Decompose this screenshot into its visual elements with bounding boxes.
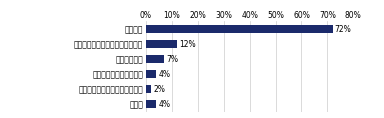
Bar [146, 40, 177, 48]
Text: 4%: 4% [158, 70, 170, 79]
Bar [146, 55, 164, 63]
Text: 12%: 12% [179, 40, 196, 49]
Text: 2%: 2% [153, 85, 165, 94]
Text: 4%: 4% [158, 100, 170, 109]
Bar [146, 25, 333, 33]
Text: 72%: 72% [334, 25, 351, 34]
Bar [146, 100, 156, 108]
Bar [146, 85, 151, 93]
Text: 7%: 7% [166, 55, 178, 64]
Bar [146, 70, 156, 78]
